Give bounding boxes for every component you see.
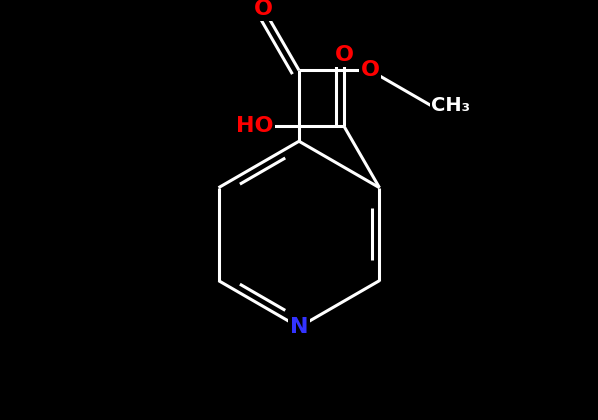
- Text: O: O: [334, 45, 353, 65]
- Text: N: N: [290, 317, 308, 337]
- Text: O: O: [254, 0, 273, 19]
- Text: O: O: [361, 60, 380, 80]
- Text: HO: HO: [236, 116, 273, 136]
- Text: CH₃: CH₃: [431, 96, 471, 115]
